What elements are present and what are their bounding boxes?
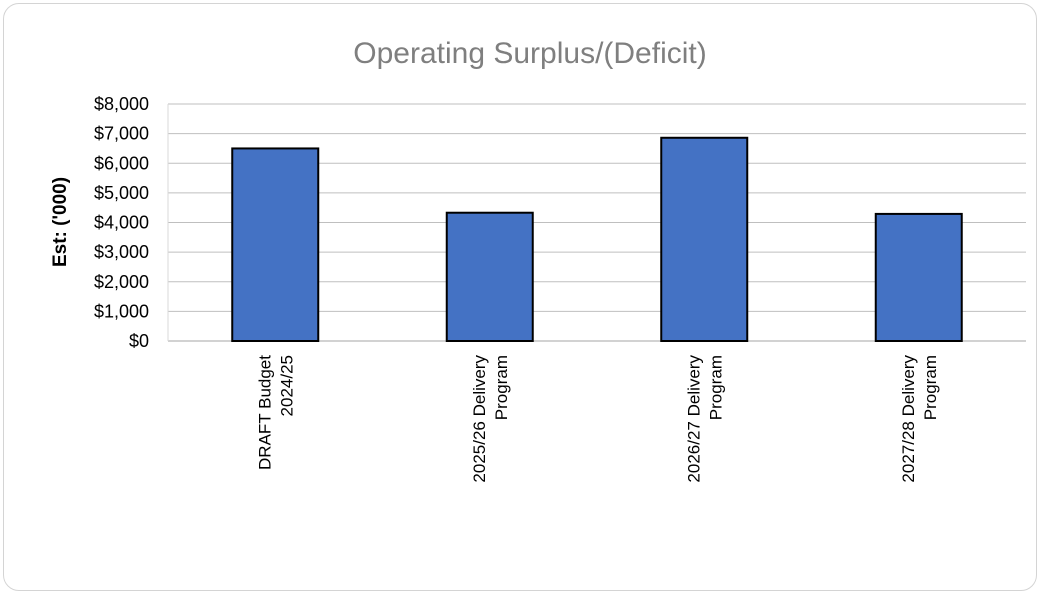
chart-title: Operating Surplus/(Deficit): [353, 37, 706, 70]
bar: [660, 136, 749, 342]
y-tick-label: $5,000: [94, 183, 149, 203]
y-tick-label: $1,000: [94, 301, 149, 321]
y-tick-label: $6,000: [94, 153, 149, 173]
y-tick-label: $2,000: [94, 272, 149, 292]
bar: [874, 212, 963, 342]
y-tick-labels: $0 $1,000 $2,000 $3,000 $4,000 $5,000 $6,000 $7…: [94, 94, 149, 351]
bar: [445, 211, 534, 342]
x-tick-label: DRAFT Budget 2024/25: [255, 355, 296, 470]
y-tick-label: $8,000: [94, 94, 149, 114]
y-tick-label: $3,000: [94, 242, 149, 262]
y-axis-label: Est: ('000): [50, 177, 71, 267]
y-tick-label: $7,000: [94, 124, 149, 144]
x-tick-labels: DRAFT Budget 2024/25 2025/26 Delivery Progr…: [255, 355, 940, 483]
x-tick-label: 2027/28 Delivery Program: [899, 355, 940, 483]
x-tick-label: 2025/26 Delivery Program: [470, 355, 511, 483]
bar: [231, 147, 320, 342]
x-tick-label: 2026/27 Delivery Program: [684, 355, 725, 483]
y-tick-label: $0: [129, 331, 149, 351]
bars: [231, 136, 963, 342]
y-tick-label: $4,000: [94, 213, 149, 233]
